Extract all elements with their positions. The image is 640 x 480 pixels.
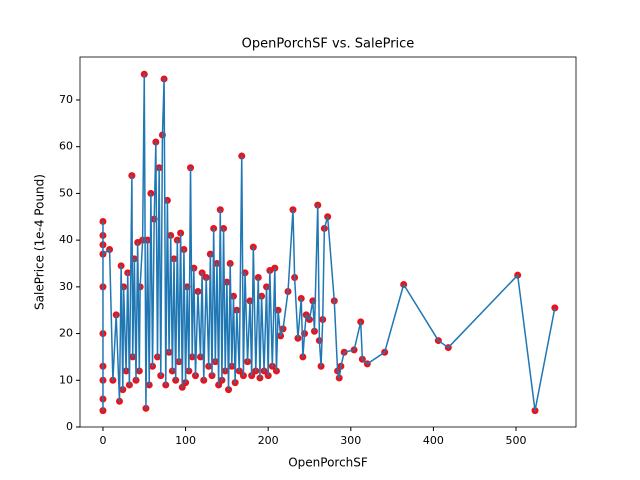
x-tick-label: 300 [340,434,361,447]
x-tick-label: 100 [175,434,196,447]
chart-title: OpenPorchSF vs. SalePrice [242,37,415,52]
y-tick-label: 50 [59,186,73,199]
y-tick-label: 40 [59,233,73,246]
y-axis-label: SalePrice (1e-4 Pound) [33,174,47,310]
x-tick-label: 0 [99,434,106,447]
y-tick-label: 60 [59,140,73,153]
data-line [102,73,556,412]
y-tick-label: 70 [59,93,73,106]
y-tick-label: 0 [66,420,73,433]
x-axis-label: OpenPorchSF [288,456,368,470]
y-tick-label: 30 [59,280,73,293]
y-tick-label: 10 [59,373,73,386]
x-tick-label: 200 [258,434,279,447]
y-tick-label: 20 [59,327,73,340]
plot-frame [79,56,577,428]
x-tick-label: 500 [506,434,527,447]
x-tick-label: 400 [423,434,444,447]
